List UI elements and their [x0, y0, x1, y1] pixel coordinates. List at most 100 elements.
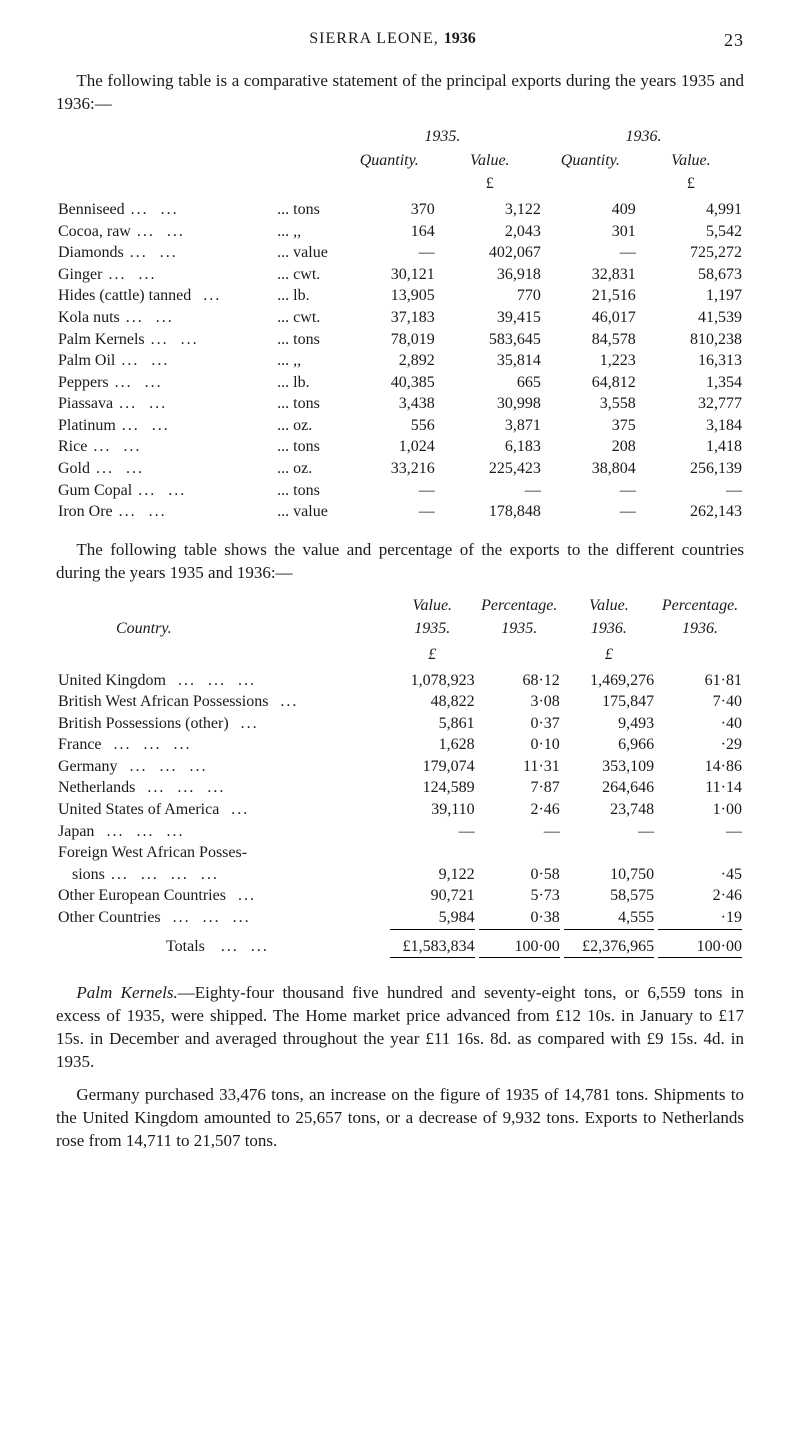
val-1935: 583,645 [437, 329, 543, 351]
qty-1935: 13,905 [342, 285, 437, 307]
leader-dots: ... [156, 482, 186, 499]
value-1935: 179,074 [388, 756, 477, 778]
leader-dots: ... [139, 352, 169, 369]
leader-dots: ... [102, 266, 126, 283]
pct-1935: 0·37 [477, 713, 562, 735]
value-1935: 124,589 [388, 777, 477, 799]
pct-1935: 5·73 [477, 885, 562, 907]
val-1935: 770 [437, 285, 543, 307]
exports-table-currency-row: £ £ [56, 173, 744, 199]
leader-dots: ... [132, 482, 156, 499]
pct-1935: 0·58 [477, 864, 562, 886]
leader-dots: ... ... ... [94, 823, 184, 840]
year2-a: 1936. [562, 618, 656, 644]
val-1936: 4,991 [638, 199, 744, 221]
val-1935: 6,183 [437, 436, 543, 458]
exports-table-col-row: Quantity. Value. Quantity. Value. [56, 150, 744, 174]
unit: ... lb. [275, 372, 342, 394]
leader-dots: ... [137, 395, 167, 412]
unit: ... ,, [275, 221, 342, 243]
qty-1935: 37,183 [342, 307, 437, 329]
unit: ... oz. [275, 458, 342, 480]
country-row: United Kingdom ... ... ...1,078,92368·12… [56, 670, 744, 692]
rule-row-2 [56, 957, 744, 958]
val-1935: 3,122 [437, 199, 543, 221]
value-1936: 6,966 [562, 734, 656, 756]
pct-1936: ·40 [656, 713, 744, 735]
exports-row: Palm Oil ... ...... ,,2,89235,8141,22316… [56, 350, 744, 372]
running-year: 1936 [444, 30, 476, 47]
qty-1935: — [342, 501, 437, 523]
unit: ... tons [275, 436, 342, 458]
value-1936: 1,469,276 [562, 670, 656, 692]
exports-row: Gold ... ...... oz.33,216225,42338,80425… [56, 458, 744, 480]
commodity-name: Diamonds [58, 244, 124, 261]
country-row: British West African Possessions ...48,8… [56, 691, 744, 713]
leader-dots: ... [149, 201, 179, 218]
country-name: Netherlands [58, 779, 135, 796]
leader-dots: ... ... ... [166, 672, 256, 689]
leader-dots: ... [191, 287, 221, 304]
unit: ... tons [275, 199, 342, 221]
val-1936: 58,673 [638, 264, 744, 286]
exports-row: Piassava ... ...... tons3,43830,9983,558… [56, 393, 744, 415]
unit: ... lb. [275, 285, 342, 307]
qty-1936: 84,578 [543, 329, 638, 351]
qty-1935: 33,216 [342, 458, 437, 480]
qty-1935: 556 [342, 415, 437, 437]
val-1935: 178,848 [437, 501, 543, 523]
leader-dots: ... [113, 395, 137, 412]
leader-dots: ... [113, 503, 137, 520]
leader-dots: ... [126, 266, 156, 283]
intro-paragraph-1: The following table is a comparative sta… [56, 70, 744, 116]
val-1936: 1,197 [638, 285, 744, 307]
qty-1936: 208 [543, 436, 638, 458]
commodity-name: Palm Kernels [58, 331, 145, 348]
pct-1936: — [656, 821, 744, 843]
qty-1935: — [342, 480, 437, 502]
value-1935: 5,984 [388, 907, 477, 929]
commodity-name: Piassava [58, 395, 113, 412]
country-name: Foreign West African Posses- [56, 842, 388, 864]
pct-1936: 1·00 [656, 799, 744, 821]
leader-dots: ... [90, 460, 114, 477]
qty-1936: — [543, 480, 638, 502]
value-1936: 58,575 [562, 885, 656, 907]
val2-label: Value. [638, 150, 744, 174]
year1-a: 1935. [388, 618, 477, 644]
exports-table-year-row: 1935. 1936. [56, 126, 744, 150]
value-label-2: Value. [562, 595, 656, 619]
commodity-name: Palm Oil [58, 352, 115, 369]
pct-1935: 2·46 [477, 799, 562, 821]
value-1936: 353,109 [562, 756, 656, 778]
leader-dots: ... [124, 244, 148, 261]
qty-1935: 78,019 [342, 329, 437, 351]
currency-a: £ [388, 644, 477, 670]
year-1935-label: 1935. [342, 126, 543, 150]
leader-dots: ... [109, 374, 133, 391]
totals-v2: £2,376,965 [562, 930, 656, 958]
val-1936: 41,539 [638, 307, 744, 329]
leader-dots: ... [145, 331, 169, 348]
exports-row: Peppers ... ...... lb.40,38566564,8121,3… [56, 372, 744, 394]
countries-table-currency-row: £ £ [56, 644, 744, 670]
val-1936: 32,777 [638, 393, 744, 415]
country-row: Foreign West African Posses- [56, 842, 744, 864]
exports-row: Platinum ... ...... oz.5563,8713753,184 [56, 415, 744, 437]
leader-dots: ... [120, 309, 144, 326]
val1-label: Value. [437, 150, 543, 174]
country-row: Other Countries ... ... ...5,9840·384,55… [56, 907, 744, 929]
leader-dots: ... [116, 417, 140, 434]
pct-1936: ·29 [656, 734, 744, 756]
leader-dots: ... ... ... [102, 736, 192, 753]
commodity-name: Gum Copal [58, 482, 132, 499]
value-1935: 48,822 [388, 691, 477, 713]
leader-dots: ... [229, 715, 259, 732]
value-1935: 39,110 [388, 799, 477, 821]
val-1936: 1,354 [638, 372, 744, 394]
page-number: 23 [724, 28, 744, 52]
running-head-title: SIERRA LEONE, 1936 [309, 28, 475, 52]
qty-1936: 46,017 [543, 307, 638, 329]
exports-row: Iron Ore ... ...... value—178,848—262,14… [56, 501, 744, 523]
pct-1935: 68·12 [477, 670, 562, 692]
